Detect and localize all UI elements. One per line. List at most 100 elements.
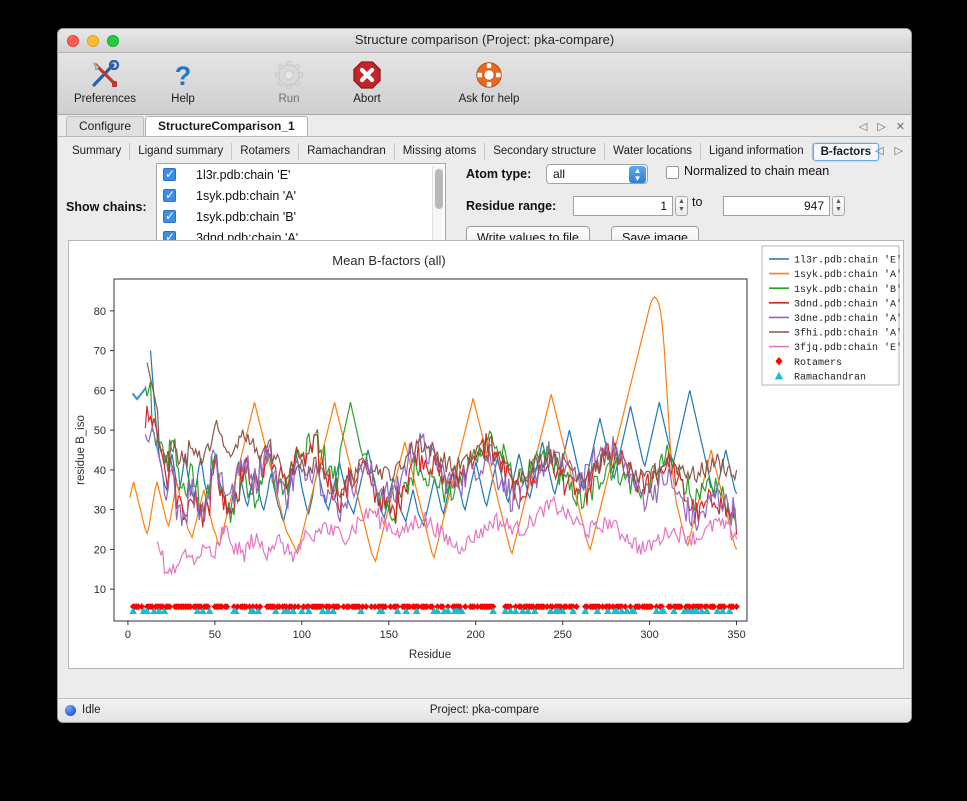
window-titlebar: Structure comparison (Project: pka-compa… <box>58 29 911 53</box>
rotamer-marker <box>489 603 497 611</box>
tab-ramachandran[interactable]: Ramachandran <box>299 143 395 160</box>
run-button[interactable]: Run <box>250 58 328 105</box>
chain-list-item[interactable]: 1syk.pdb:chain 'B' <box>157 206 445 227</box>
ramachandran-marker <box>393 607 402 615</box>
tab-structurecomparison-1[interactable]: StructureComparison_1 <box>145 116 308 136</box>
rotamer-marker <box>667 603 674 611</box>
legend-label: 3fjq.pdb:chain 'E' <box>794 342 902 354</box>
rotamer-marker <box>439 603 446 611</box>
svg-text:200: 200 <box>467 629 485 641</box>
rotamer-marker <box>543 603 551 611</box>
plot-frame <box>113 278 748 622</box>
marker-layer <box>129 603 740 615</box>
series-line <box>146 362 738 499</box>
ramachandran-marker <box>231 607 240 615</box>
atom-type-select[interactable]: all ▲ ▼ <box>546 164 648 184</box>
b-factor-plot[interactable]: Mean B-factors (all) residue B_iso Resid… <box>69 241 903 668</box>
analysis-tab-next-icon[interactable]: ▷ <box>894 145 903 157</box>
rotamer-marker <box>698 603 705 611</box>
normalized-checkbox[interactable] <box>666 166 679 179</box>
chain-list[interactable]: 1l3r.pdb:chain 'E' 1syk.pdb:chain 'A' 1s… <box>156 163 446 255</box>
chain-list-scrollbar[interactable] <box>432 166 443 254</box>
residue-from-input[interactable]: 1 <box>573 196 673 216</box>
tab-prev-icon[interactable]: ◁ <box>858 121 868 133</box>
atom-type-value: all <box>553 167 566 181</box>
close-button[interactable] <box>67 35 79 47</box>
rotamer-marker <box>246 603 253 611</box>
rotamer-marker <box>359 603 366 611</box>
rotamer-marker <box>609 603 617 611</box>
rotamer-marker <box>276 603 283 611</box>
tab-ligand-information[interactable]: Ligand information <box>701 143 813 160</box>
svg-text:80: 80 <box>94 306 106 318</box>
scrollbar-thumb[interactable] <box>435 169 443 209</box>
tab-next-icon[interactable]: ▷ <box>877 121 886 133</box>
ask-for-help-button[interactable]: Ask for help <box>442 58 536 105</box>
ramachandran-marker <box>150 607 158 615</box>
plot-legend: 1l3r.pdb:chain 'E' 1syk.pdb:chain 'A' 1syk… <box>761 245 902 386</box>
abort-button[interactable]: Abort <box>328 58 406 105</box>
residue-to-input[interactable]: 947 <box>723 196 830 216</box>
ramachandran-marker <box>357 607 365 615</box>
chain-checkbox[interactable] <box>163 187 176 203</box>
tab-missing-atoms[interactable]: Missing atoms <box>395 143 486 160</box>
rotamer-marker <box>423 603 431 611</box>
minimize-button[interactable] <box>87 35 99 47</box>
x-axis-ticks: 0 50 100 150 200 250 300 350 <box>125 621 746 641</box>
svg-text:?: ? <box>175 61 192 90</box>
ramachandran-marker <box>143 607 151 615</box>
rotamer-marker <box>429 603 436 611</box>
rotamer-marker <box>345 603 352 611</box>
chevron-updown-icon[interactable]: ▲ ▼ <box>629 166 646 183</box>
ramachandran-marker <box>501 607 510 615</box>
rotamer-marker <box>270 603 278 611</box>
ramachandran-marker <box>593 607 602 615</box>
gear-icon <box>250 58 328 92</box>
rotamer-marker <box>444 603 452 611</box>
tab-water-locations[interactable]: Water locations <box>605 143 701 160</box>
analysis-tab-prev-icon[interactable]: ◁ <box>875 145 884 157</box>
rotamer-marker <box>242 603 250 611</box>
rotamer-marker <box>230 603 238 611</box>
rotamer-marker <box>406 603 413 611</box>
tab-close-icon[interactable]: ✕ <box>895 121 905 133</box>
tab-ligand-summary[interactable]: Ligand summary <box>130 143 233 160</box>
rotamer-marker <box>573 603 580 611</box>
status-led-icon <box>65 705 76 716</box>
tab-rotamers[interactable]: Rotamers <box>232 143 300 160</box>
ramachandran-marker <box>324 607 332 615</box>
residue-to-stepper[interactable]: ▲ ▼ <box>832 196 845 216</box>
tab-secondary-structure[interactable]: Secondary structure <box>485 143 606 160</box>
chain-list-item[interactable]: 1syk.pdb:chain 'A' <box>157 185 445 206</box>
rotamer-marker <box>721 603 728 611</box>
stop-x-icon <box>328 58 406 92</box>
chain-checkbox[interactable] <box>163 166 176 182</box>
application-window: Structure comparison (Project: pka-compa… <box>57 28 912 723</box>
chain-checkbox[interactable] <box>163 208 176 224</box>
tab-summary[interactable]: Summary <box>64 143 131 160</box>
chain-label: 1syk.pdb:chain 'A' <box>196 188 296 203</box>
rotamer-marker <box>326 603 333 611</box>
tab-configure[interactable]: Configure <box>66 116 145 136</box>
legend-label: 3dne.pdb:chain 'A' <box>794 313 902 325</box>
residue-from-stepper[interactable]: ▲ ▼ <box>675 196 688 216</box>
window-title: Structure comparison (Project: pka-compa… <box>354 32 615 47</box>
ramachandran-marker <box>433 607 442 615</box>
zoom-button[interactable] <box>107 35 119 47</box>
svg-text:350: 350 <box>727 629 745 641</box>
tab-b-factors[interactable]: B-factors <box>812 142 880 161</box>
rotamer-marker <box>549 603 556 611</box>
preferences-button[interactable]: Preferences <box>66 58 144 105</box>
chain-list-item[interactable]: 1l3r.pdb:chain 'E' <box>157 164 445 185</box>
rotamer-marker <box>606 603 613 611</box>
analysis-tab-nav: ◁ ▷ <box>875 144 903 157</box>
rotamer-marker <box>474 603 481 611</box>
help-button[interactable]: ? Help <box>144 58 222 105</box>
rotamer-marker <box>434 603 441 611</box>
ramachandran-marker <box>254 607 263 615</box>
rotamer-marker <box>622 603 629 611</box>
rotamer-marker <box>648 603 655 611</box>
ramachandran-marker <box>458 607 466 615</box>
x-axis-label: Residue <box>409 649 451 661</box>
atom-type-label: Atom type: <box>466 167 532 181</box>
